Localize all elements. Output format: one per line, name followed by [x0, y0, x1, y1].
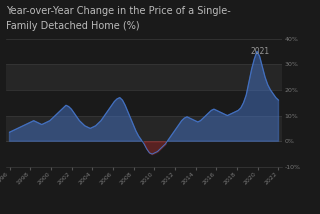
Bar: [6, 64, 282, 90]
Bar: [6, 116, 282, 141]
Text: 2021: 2021: [250, 48, 269, 56]
Text: Family Detached Home (%): Family Detached Home (%): [6, 21, 140, 31]
Bar: [6, 141, 282, 167]
Bar: [6, 90, 282, 116]
Text: Year-over-Year Change in the Price of a Single-: Year-over-Year Change in the Price of a …: [6, 6, 231, 16]
Bar: [6, 39, 282, 64]
